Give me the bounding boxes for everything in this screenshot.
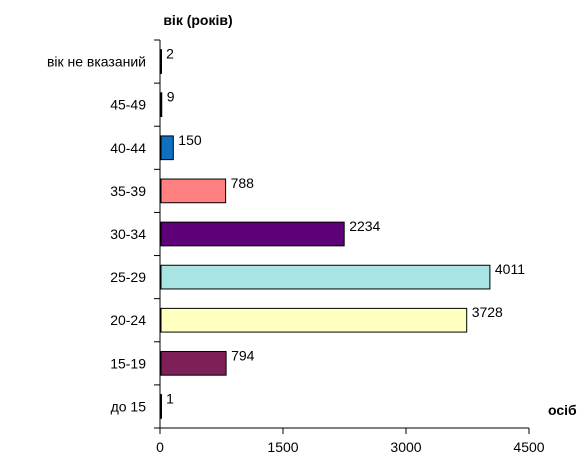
category-label: 15-19 — [110, 355, 146, 371]
bar — [160, 394, 162, 419]
bar — [160, 264, 491, 290]
value-label: 4011 — [495, 261, 525, 277]
bar — [160, 307, 468, 333]
x-tick-label: 0 — [156, 439, 164, 455]
category-label: 35-39 — [110, 183, 146, 199]
value-label: 788 — [231, 175, 255, 191]
value-label: 150 — [178, 132, 202, 148]
y-axis-title: вік (років) — [163, 12, 232, 28]
bar — [160, 221, 345, 247]
category-label: 25-29 — [110, 269, 146, 285]
bar — [160, 350, 227, 376]
x-tick-label: 3000 — [390, 439, 421, 455]
bars-group — [160, 49, 491, 419]
category-label: 20-24 — [110, 312, 146, 328]
category-label: 30-34 — [110, 226, 146, 242]
value-label: 1 — [166, 390, 174, 406]
bar — [160, 135, 174, 161]
value-label: 9 — [167, 89, 175, 105]
bar — [160, 92, 163, 118]
category-label: 40-44 — [110, 140, 146, 156]
x-tick-label: 1500 — [267, 439, 298, 455]
value-label: 794 — [231, 347, 255, 363]
labels-group: 0 1500 3000 4500 до 15 1 15-19 794 20-24 3728 25-2… — [47, 46, 545, 455]
category-label: вік не вказаний — [47, 54, 146, 70]
value-label: 2234 — [349, 218, 380, 234]
value-label: 3728 — [472, 304, 503, 320]
bar — [160, 178, 227, 204]
x-tick-label: 4500 — [513, 439, 544, 455]
x-axis-title: осіб — [548, 402, 577, 418]
value-label: 2 — [166, 46, 174, 62]
bar — [160, 49, 162, 74]
category-label: до 15 — [111, 398, 147, 414]
category-label: 45-49 — [110, 97, 146, 113]
axes-group — [154, 39, 530, 434]
